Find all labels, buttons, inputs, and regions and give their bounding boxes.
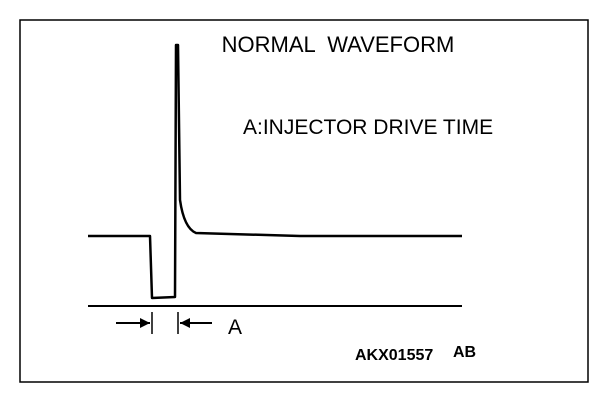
arrow-left-head — [140, 318, 150, 328]
frame — [19, 19, 589, 383]
figure-code: AKX01557 — [355, 347, 433, 364]
title: NORMAL WAVEFORM — [222, 32, 455, 57]
legend: A:INJECTOR DRIVE TIME — [243, 116, 493, 139]
figure-suffix: AB — [453, 344, 476, 361]
interval-label: A — [228, 316, 242, 339]
waveform — [88, 43, 462, 300]
arrow-right-head — [180, 318, 190, 328]
